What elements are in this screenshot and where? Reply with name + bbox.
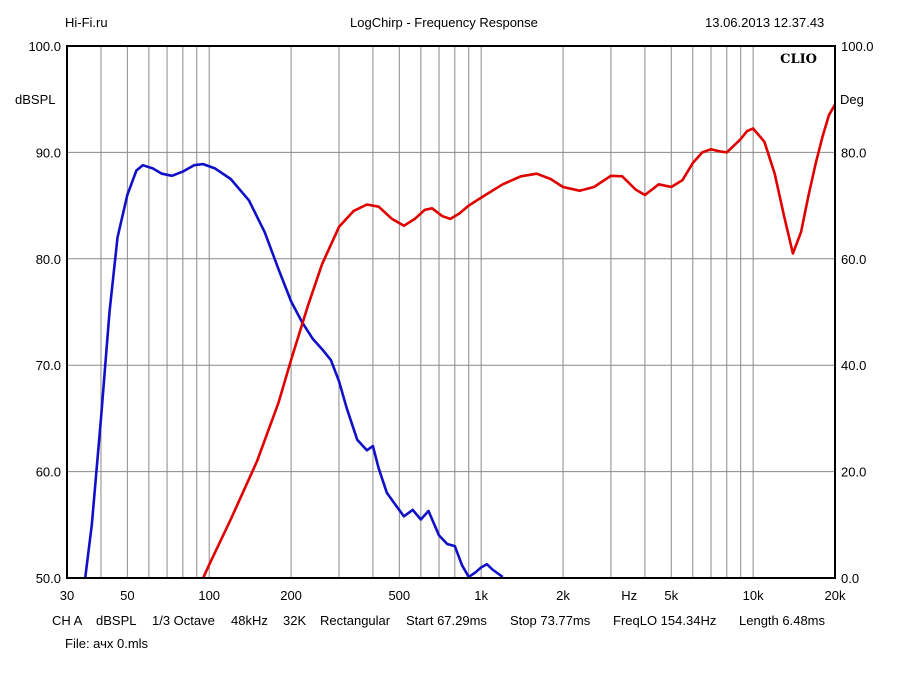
x-tick-label: 1k	[474, 588, 488, 603]
x-tick-label: 5k	[664, 588, 678, 603]
spl-trace	[83, 162, 504, 579]
file-name: File: ачх 0.mls	[65, 636, 149, 651]
grid-lines	[67, 46, 835, 578]
plot-frame	[66, 45, 836, 579]
x-tick-label: 200	[280, 588, 302, 603]
y-tick-label-right: 20.0	[841, 465, 866, 480]
x-tick-label: 100	[198, 588, 220, 603]
setting-item: Rectangular	[320, 613, 391, 628]
y-tick-label-right: 60.0	[841, 252, 866, 267]
setting-item: CH A	[52, 613, 83, 628]
y-axis-right-label: Deg	[840, 92, 864, 107]
x-axis-ticks: 30 50 100 200 500 1k 2k Hz 5k 10k 20k	[60, 588, 846, 603]
setting-item: dBSPL	[96, 613, 137, 628]
x-tick-label: 30	[60, 588, 74, 603]
x-tick-label: Hz	[621, 588, 637, 603]
y-tick-label-left: 80.0	[36, 252, 61, 267]
setting-item: 1/3 Octave	[152, 613, 215, 628]
y-tick-label-right: 40.0	[841, 358, 866, 373]
setting-item: Length 6.48ms	[739, 613, 826, 628]
setting-item: Stop 73.77ms	[510, 613, 591, 628]
y-axis-left-ticks: 50.0 60.0 70.0 80.0 90.0 100.0	[28, 39, 61, 586]
source-label: Hi-Fi.ru	[65, 15, 108, 30]
y-tick-label-right: 80.0	[841, 145, 866, 160]
setting-item: FreqLO 154.34Hz	[613, 613, 717, 628]
y-tick-label-left: 100.0	[28, 39, 61, 54]
y-tick-label-left: 60.0	[36, 465, 61, 480]
x-tick-label: 50	[120, 588, 134, 603]
setting-item: 32K	[283, 613, 307, 628]
x-tick-label: 20k	[825, 588, 846, 603]
plot-area	[67, 46, 835, 578]
y-tick-label-left: 70.0	[36, 358, 61, 373]
y-axis-right-ticks: 0.0 20.0 40.0 60.0 80.0 100.0	[841, 39, 874, 586]
setting-item: 48kHz	[231, 613, 268, 628]
x-tick-label: 500	[388, 588, 410, 603]
y-tick-label-right: 100.0	[841, 39, 874, 54]
y-axis-left-label: dBSPL	[15, 92, 55, 107]
x-tick-label: 2k	[556, 588, 570, 603]
x-tick-label: 10k	[743, 588, 764, 603]
chart-title: LogChirp - Frequency Response	[350, 15, 538, 30]
phase-trace	[201, 103, 837, 579]
timestamp: 13.06.2013 12.37.43	[705, 15, 825, 30]
setting-item: Start 67.29ms	[406, 613, 487, 628]
y-tick-label-left: 50.0	[36, 571, 61, 586]
y-tick-label-left: 90.0	[36, 145, 61, 160]
clio-logo: CLIO	[780, 52, 817, 67]
y-tick-label-right: 0.0	[841, 571, 859, 586]
